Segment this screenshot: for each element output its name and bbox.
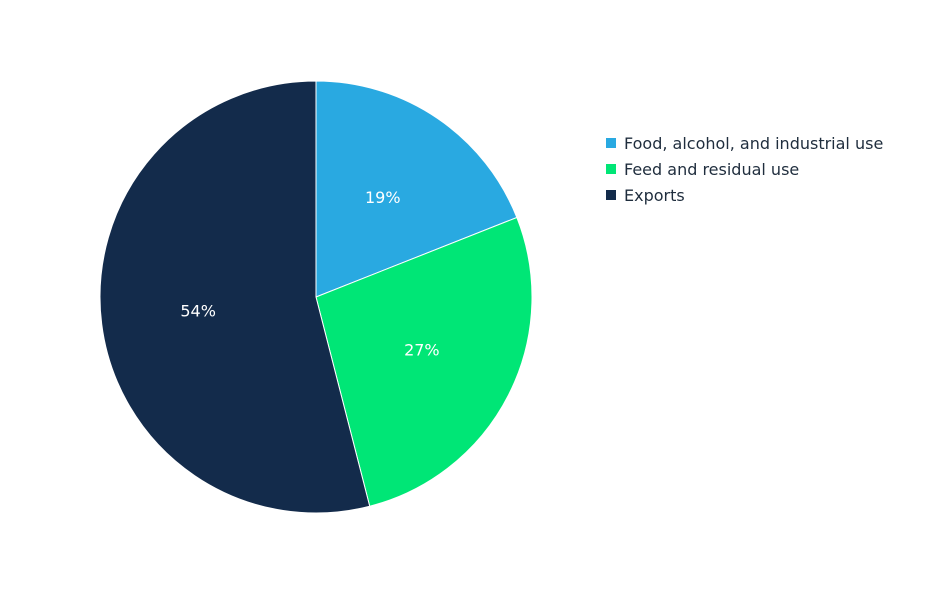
pie-slice-food[interactable]: [315, 80, 518, 298]
pie-slice-exports[interactable]: [99, 80, 371, 514]
pie-slice-feed[interactable]: [315, 216, 533, 507]
pie-slice-label-feed: 27%: [404, 340, 440, 359]
legend-swatch-exports: [606, 190, 616, 200]
pie-slices: [99, 80, 533, 514]
legend-label-food: Food, alcohol, and industrial use: [624, 133, 884, 153]
legend-item-exports[interactable]: Exports: [606, 182, 883, 208]
legend-item-feed[interactable]: Feed and residual use: [606, 156, 883, 182]
legend-label-exports: Exports: [624, 185, 685, 205]
legend-swatch-feed: [606, 164, 616, 174]
legend: Food, alcohol, and industrial use Feed a…: [606, 130, 883, 208]
legend-label-feed: Feed and residual use: [624, 159, 800, 179]
pie-slice-label-exports: 54%: [180, 301, 216, 320]
pie-slice-label-food: 19%: [365, 188, 401, 207]
pie-slice-labels: 19% 27% 54%: [180, 188, 439, 359]
legend-swatch-food: [606, 138, 616, 148]
legend-item-food[interactable]: Food, alcohol, and industrial use: [606, 130, 883, 156]
